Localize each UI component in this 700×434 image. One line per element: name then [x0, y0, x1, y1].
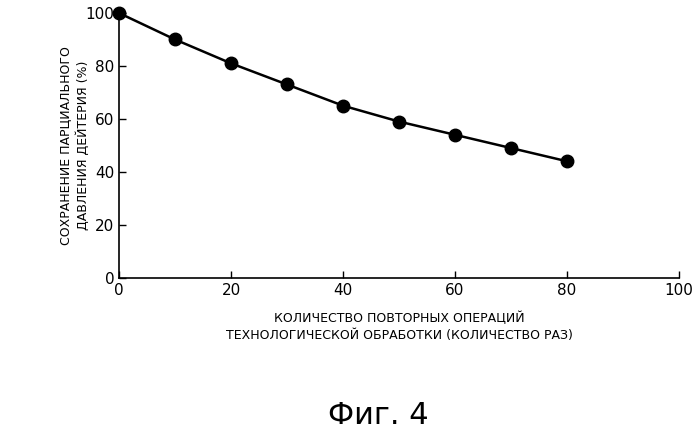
X-axis label: КОЛИЧЕСТВО ПОВТОРНЫХ ОПЕРАЦИЙ
ТЕХНОЛОГИЧЕСКОЙ ОБРАБОТКИ (КОЛИЧЕСТВО РАЗ): КОЛИЧЕСТВО ПОВТОРНЫХ ОПЕРАЦИЙ ТЕХНОЛОГИЧ… [225, 312, 573, 342]
Y-axis label: СОХРАНЕНИЕ ПАРЦИАЛЬНОГО
ДАВЛЕНИЯ ДЕЙТЕРИЯ (%): СОХРАНЕНИЕ ПАРЦИАЛЬНОГО ДАВЛЕНИЯ ДЕЙТЕРИ… [59, 46, 90, 245]
Text: Фиг. 4: Фиг. 4 [328, 401, 428, 430]
